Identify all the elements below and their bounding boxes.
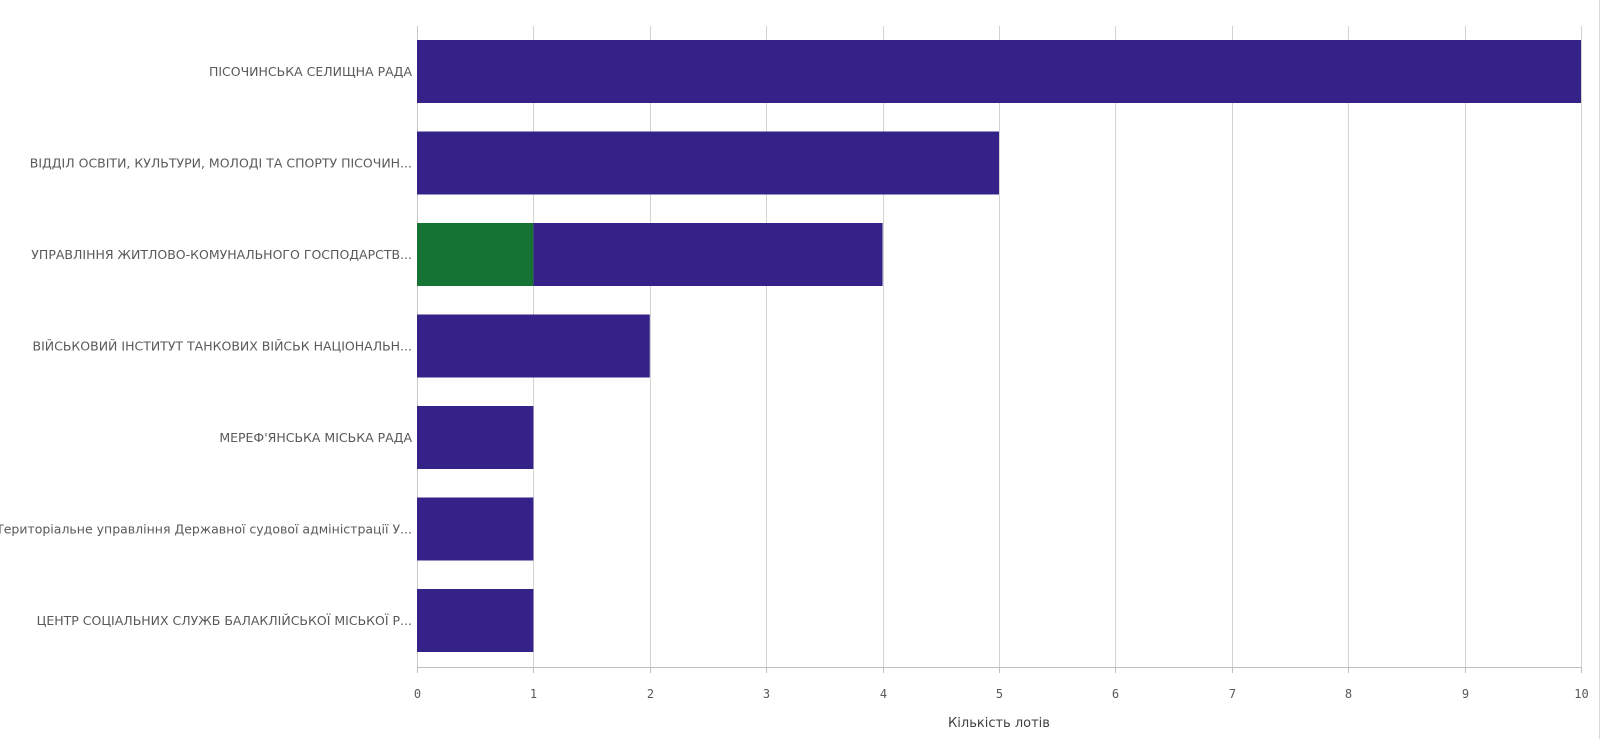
category-label: ЦЕНТР СОЦІАЛЬНИХ СЛУЖБ БАЛАКЛІЙСЬКОЇ МІС… xyxy=(37,613,412,628)
x-tick-label: 4 xyxy=(880,687,887,701)
category-label: ВІДДІЛ ОСВІТИ, КУЛЬТУРИ, МОЛОДІ ТА СПОРТ… xyxy=(30,156,412,171)
bar xyxy=(417,406,534,469)
x-axis: 0 1 2 3 4 5 6 7 8 9 10 xyxy=(414,667,1589,701)
x-tick-label: 5 xyxy=(996,687,1003,701)
bar xyxy=(417,223,534,286)
x-tick-label: 10 xyxy=(1574,687,1588,701)
bar xyxy=(417,497,534,561)
x-tick-label: 0 xyxy=(414,687,421,701)
category-labels: ПІСОЧИНСЬКА СЕЛИЩНА РАДА ВІДДІЛ ОСВІТИ, К… xyxy=(0,64,412,628)
x-tick-label: 3 xyxy=(763,687,770,701)
x-tick-label: 2 xyxy=(647,687,654,701)
x-tick-label: 9 xyxy=(1462,687,1469,701)
category-label: ПІСОЧИНСЬКА СЕЛИЩНА РАДА xyxy=(209,64,413,79)
x-axis-title: Кількість лотів xyxy=(948,716,1050,731)
x-tick-label: 8 xyxy=(1345,687,1352,701)
x-tick-label: 6 xyxy=(1112,687,1119,701)
category-label: ВІЙСЬКОВИЙ ІНСТИТУТ ТАНКОВИХ ВІЙСЬК НАЦІ… xyxy=(33,339,413,354)
bar xyxy=(417,131,999,195)
category-label: Територіальне управління Державної судов… xyxy=(0,522,412,537)
bar xyxy=(417,314,650,378)
x-tick-label: 7 xyxy=(1229,687,1236,701)
bars xyxy=(417,40,1581,652)
bar xyxy=(417,40,1581,103)
category-label: УПРАВЛІННЯ ЖИТЛОВО-КОМУНАЛЬНОГО ГОСПОДАР… xyxy=(31,247,412,262)
category-label: МЕРЕФ'ЯНСЬКА МІСЬКА РАДА xyxy=(219,430,412,445)
bar xyxy=(533,223,883,286)
bar xyxy=(417,589,534,652)
x-tick-label: 1 xyxy=(530,687,537,701)
